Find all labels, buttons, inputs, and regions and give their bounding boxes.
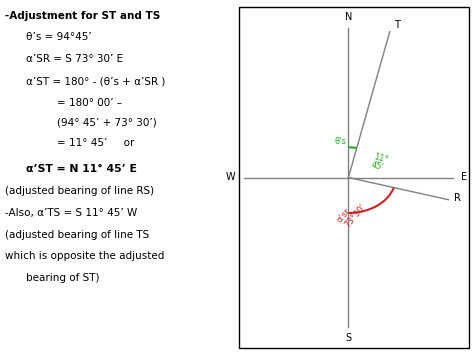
- Text: α’sr: α’sr: [335, 206, 352, 224]
- Text: α’ST = N 11° 45’ E: α’ST = N 11° 45’ E: [26, 164, 137, 174]
- Text: E: E: [461, 173, 467, 182]
- Text: bearing of ST): bearing of ST): [26, 273, 100, 283]
- Text: W: W: [226, 173, 236, 182]
- Text: R: R: [454, 193, 461, 203]
- Text: 11°: 11°: [373, 152, 389, 164]
- Text: N: N: [345, 12, 352, 22]
- Text: α’ST = 180° - (θ’s + α’SR ): α’ST = 180° - (θ’s + α’SR ): [26, 77, 165, 87]
- Text: T: T: [394, 20, 401, 30]
- Text: 73°30’: 73°30’: [343, 202, 368, 229]
- Text: α’SR = S 73° 30’ E: α’SR = S 73° 30’ E: [26, 54, 123, 64]
- Text: -Also, α’TS = S 11° 45’ W: -Also, α’TS = S 11° 45’ W: [5, 208, 137, 218]
- Text: = 11° 45’     or: = 11° 45’ or: [57, 138, 134, 148]
- Text: S: S: [346, 333, 351, 343]
- Text: (94° 45’ + 73° 30’): (94° 45’ + 73° 30’): [57, 118, 156, 127]
- Text: which is opposite the adjusted: which is opposite the adjusted: [5, 251, 164, 261]
- Text: (adjusted bearing of line RS): (adjusted bearing of line RS): [5, 186, 154, 196]
- Text: 45’: 45’: [371, 160, 385, 172]
- Text: = 180° 00’ –: = 180° 00’ –: [57, 98, 122, 108]
- Text: -Adjustment for ST and TS: -Adjustment for ST and TS: [5, 11, 160, 21]
- Text: (adjusted bearing of line TS: (adjusted bearing of line TS: [5, 230, 149, 240]
- Bar: [239, 7, 469, 348]
- Text: θ’s = 94°45’: θ’s = 94°45’: [26, 32, 92, 42]
- Text: θ’s: θ’s: [334, 137, 346, 147]
